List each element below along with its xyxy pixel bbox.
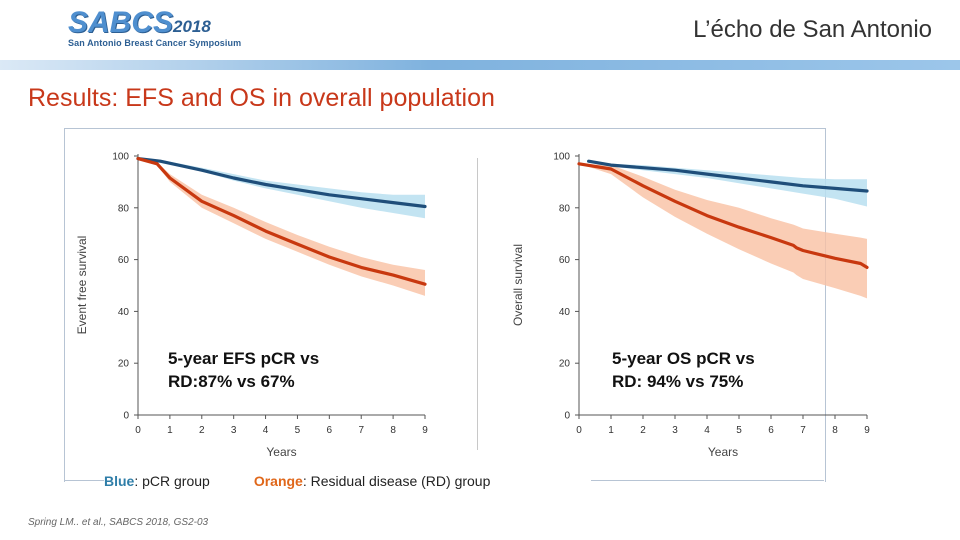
x-tick-label: 2 [199, 425, 205, 436]
y-tick-label: 0 [564, 411, 570, 422]
legend-blue-text: : pCR group [134, 473, 210, 489]
ci-band-rd [138, 158, 425, 296]
citation: Spring LM.. et al., SABCS 2018, GS2-03 [28, 517, 209, 528]
legend-orange-text: : Residual disease (RD) group [302, 473, 491, 489]
annotation-line-1: 5-year EFS pCR vs [168, 349, 319, 368]
series-line-rd [577, 162, 869, 269]
y-tick-label: 60 [118, 255, 130, 266]
x-tick-label: 8 [832, 425, 838, 436]
x-tick-label: 9 [422, 425, 428, 436]
logo-year: 2018 [173, 17, 211, 36]
y-tick-label: 40 [118, 307, 130, 318]
x-tick-label: 6 [327, 425, 333, 436]
x-tick-label: 5 [295, 425, 301, 436]
x-tick-label: 1 [608, 425, 614, 436]
x-tick-label: 0 [576, 425, 582, 436]
series-line-rd [136, 157, 427, 286]
x-tick-label: 5 [736, 425, 742, 436]
x-tick-label: 6 [768, 425, 774, 436]
x-tick-label: 1 [167, 425, 173, 436]
figure-frame [64, 128, 826, 482]
series-line-pcr [136, 157, 427, 209]
header-stripe [0, 60, 960, 70]
y-axis-label: Event free survival [75, 236, 89, 335]
frame-bottom-left [64, 480, 104, 481]
x-tick-label: 7 [358, 425, 364, 436]
sabcs-logo: SABCS2018 San Antonio Breast Cancer Symp… [68, 6, 241, 48]
x-tick-label: 7 [800, 425, 806, 436]
y-tick-label: 20 [118, 359, 130, 370]
y-tick-label: 20 [559, 359, 571, 370]
annotation-line-2: RD:87% vs 67% [168, 372, 295, 391]
chart-panel-2: 0 20 40 60 80 100 0 1 2 3 4 5 6 7 8 9 Years Overall survi… [511, 152, 870, 460]
y-tick-label: 80 [559, 203, 571, 214]
y-axis-label: Overall survival [511, 244, 525, 326]
legend-orange-key: Orange [253, 473, 303, 489]
y-tick-label: 100 [112, 152, 129, 163]
x-tick-label: 8 [390, 425, 396, 436]
chart-panel-1: 0 20 40 60 80 100 0 1 2 3 4 5 6 7 8 9 Years Event free su… [75, 152, 428, 460]
y-tick-label: 100 [553, 152, 570, 163]
annotation-line-1: 5-year OS pCR vs [612, 349, 755, 368]
x-tick-label: 3 [672, 425, 678, 436]
x-tick-label: 4 [263, 425, 269, 436]
x-tick-label: 0 [135, 425, 141, 436]
x-axis-label: Years [266, 445, 296, 459]
frame-bottom-right [583, 480, 824, 481]
header-band [0, 0, 960, 62]
series-line-pcr [586, 159, 869, 193]
annotation-line-2: RD: 94% vs 75% [612, 372, 743, 391]
header-title: L’écho de San Antonio [693, 16, 932, 43]
x-axis-label: Years [708, 445, 738, 459]
logo-subtitle: San Antonio Breast Cancer Symposium [68, 38, 242, 48]
panel-divider [477, 158, 478, 450]
y-tick-label: 0 [123, 411, 129, 422]
legend-blue-key: Blue [104, 473, 135, 489]
logo-text: SABCS [68, 6, 174, 39]
x-tick-label: 2 [640, 425, 646, 436]
y-tick-label: 40 [559, 307, 571, 318]
x-tick-label: 9 [864, 425, 870, 436]
x-tick-label: 3 [231, 425, 237, 436]
x-tick-label: 4 [704, 425, 710, 436]
y-tick-label: 80 [118, 203, 130, 214]
legend: Blue: pCR group Orange: Residual disease… [104, 470, 591, 492]
slide-title: Results: EFS and OS in overall populatio… [28, 84, 495, 112]
ci-band-rd [579, 163, 867, 299]
y-tick-label: 60 [559, 255, 571, 266]
